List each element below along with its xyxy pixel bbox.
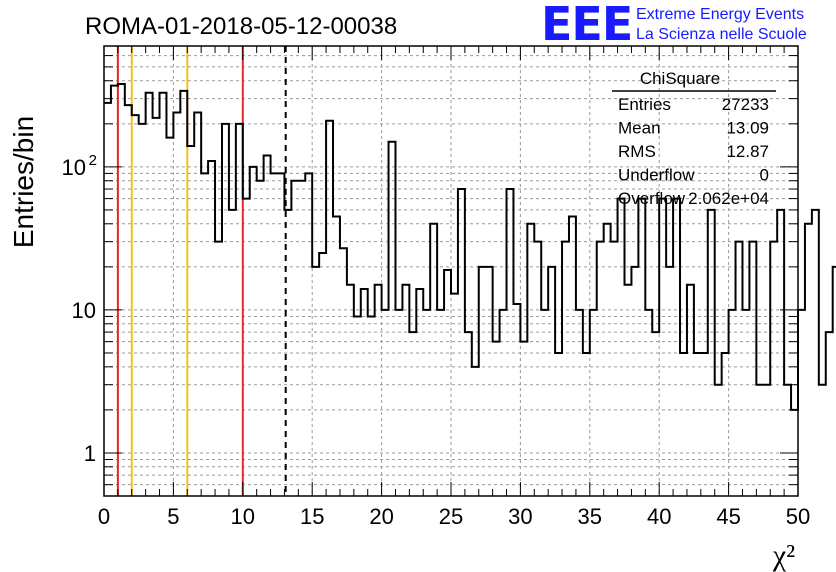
x-tick-label: 35 bbox=[578, 504, 602, 529]
x-tick-label: 15 bbox=[300, 504, 324, 529]
y-tick-label: 10 bbox=[62, 155, 86, 180]
stat-label: Entries bbox=[618, 95, 671, 114]
x-tick-label: 45 bbox=[716, 504, 740, 529]
y-tick-label: 10 bbox=[72, 298, 96, 323]
logo: EEE Extreme Energy Events La Scienza nel… bbox=[541, 0, 807, 51]
x-tick-label: 5 bbox=[167, 504, 179, 529]
stats-box: ChiSquare Entries 27233 Mean 13.09 RMS 12.87 U… bbox=[612, 69, 776, 208]
x-tick-label: 40 bbox=[647, 504, 671, 529]
y-tick-exponent: 2 bbox=[89, 152, 97, 169]
stat-value: 13.09 bbox=[726, 119, 769, 138]
stat-label: Overflow bbox=[618, 189, 686, 208]
x-axis: 0 5 10 15 20 25 30 35 40 45 50 bbox=[98, 46, 810, 529]
x-tick-label: 50 bbox=[786, 504, 810, 529]
x-tick-label: 0 bbox=[98, 504, 110, 529]
logo-line-1: Extreme Energy Events bbox=[636, 6, 804, 23]
stat-value: 0 bbox=[760, 166, 769, 185]
stats-rows: Entries 27233 Mean 13.09 RMS 12.87 Underflow 0 O… bbox=[618, 95, 769, 208]
grid bbox=[104, 46, 798, 496]
stat-value: 27233 bbox=[722, 95, 769, 114]
reference-lines bbox=[116, 46, 287, 496]
x-axis-label: χ² bbox=[772, 539, 795, 572]
stats-title: ChiSquare bbox=[640, 69, 720, 88]
chart-title: ROMA-01-2018-05-12-00038 bbox=[85, 13, 397, 40]
stat-label: Mean bbox=[618, 119, 661, 138]
stat-label: Underflow bbox=[618, 166, 695, 185]
y-axis-label: Entries/bin bbox=[8, 116, 39, 248]
stat-label: RMS bbox=[618, 142, 656, 161]
x-tick-label: 25 bbox=[439, 504, 463, 529]
stat-value: 2.062e+04 bbox=[688, 189, 769, 208]
x-tick-label: 20 bbox=[369, 504, 393, 529]
y-tick-label: 1 bbox=[84, 441, 96, 466]
stat-value: 12.87 bbox=[726, 142, 769, 161]
x-tick-label: 30 bbox=[508, 504, 532, 529]
logo-line-2: La Scienza nelle Scuole bbox=[636, 26, 807, 43]
logo-text: EEE bbox=[541, 0, 632, 51]
histogram-line bbox=[104, 82, 836, 411]
x-tick-label: 10 bbox=[231, 504, 255, 529]
